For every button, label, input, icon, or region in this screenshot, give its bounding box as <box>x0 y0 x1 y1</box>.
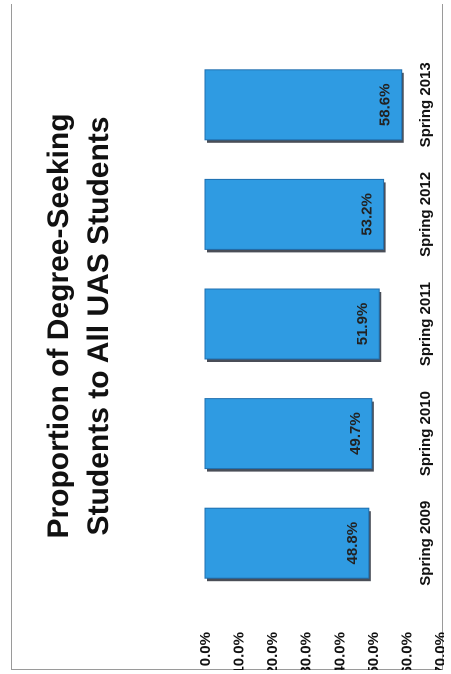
bar <box>204 288 380 360</box>
chart-plot: 0.0% 10.0% 20.0% 30.0% 40.0% 50.0% 60.0% 70.0% S… <box>42 62 444 670</box>
category-label: Spring 2011 <box>417 282 434 366</box>
bar <box>204 178 385 250</box>
value-axis: 0.0% 10.0% 20.0% 30.0% 40.0% 50.0% 60.0% 70.0% <box>197 632 444 670</box>
bar <box>204 69 403 141</box>
data-label: 58.6% <box>377 84 394 127</box>
value-tick-label: 20.0% <box>264 632 281 670</box>
data-label: 48.8% <box>344 522 361 565</box>
value-tick-label: 40.0% <box>331 632 348 670</box>
value-tick-label: 0.0% <box>197 632 214 666</box>
value-tick-label: 50.0% <box>365 632 382 670</box>
data-label: 49.7% <box>347 412 364 455</box>
data-labels: 48.8% 49.7% 51.9% 53.2% 58.6% <box>344 84 394 565</box>
chart-title: Proportion of Degree-Seeking Students to … <box>42 113 115 538</box>
value-tick-label: 30.0% <box>298 632 315 670</box>
value-tick-label: 60.0% <box>398 632 415 670</box>
chart-title-line: Proportion of Degree-Seeking <box>42 113 75 538</box>
category-label: Spring 2013 <box>417 62 434 147</box>
category-label: Spring 2009 <box>417 501 434 586</box>
bar-chart: 0.0% 10.0% 20.0% 30.0% 40.0% 50.0% 60.0% 70.0% S… <box>42 62 444 670</box>
chart-title-line: Students to All UAS Students <box>82 117 115 536</box>
data-label: 53.2% <box>359 193 376 236</box>
value-tick-label: 70.0% <box>432 632 444 670</box>
bar <box>204 398 373 470</box>
category-label: Spring 2010 <box>417 391 434 476</box>
bars <box>204 69 404 582</box>
value-tick-label: 10.0% <box>231 632 248 670</box>
data-label: 51.9% <box>354 303 371 346</box>
category-axis: Spring 2009 Spring 2010 Spring 2011 Spring … <box>417 62 434 585</box>
chart-frame: 0.0% 10.0% 20.0% 30.0% 40.0% 50.0% 60.0% 70.0% S… <box>11 4 444 670</box>
category-label: Spring 2012 <box>417 172 434 257</box>
bar <box>204 507 370 579</box>
